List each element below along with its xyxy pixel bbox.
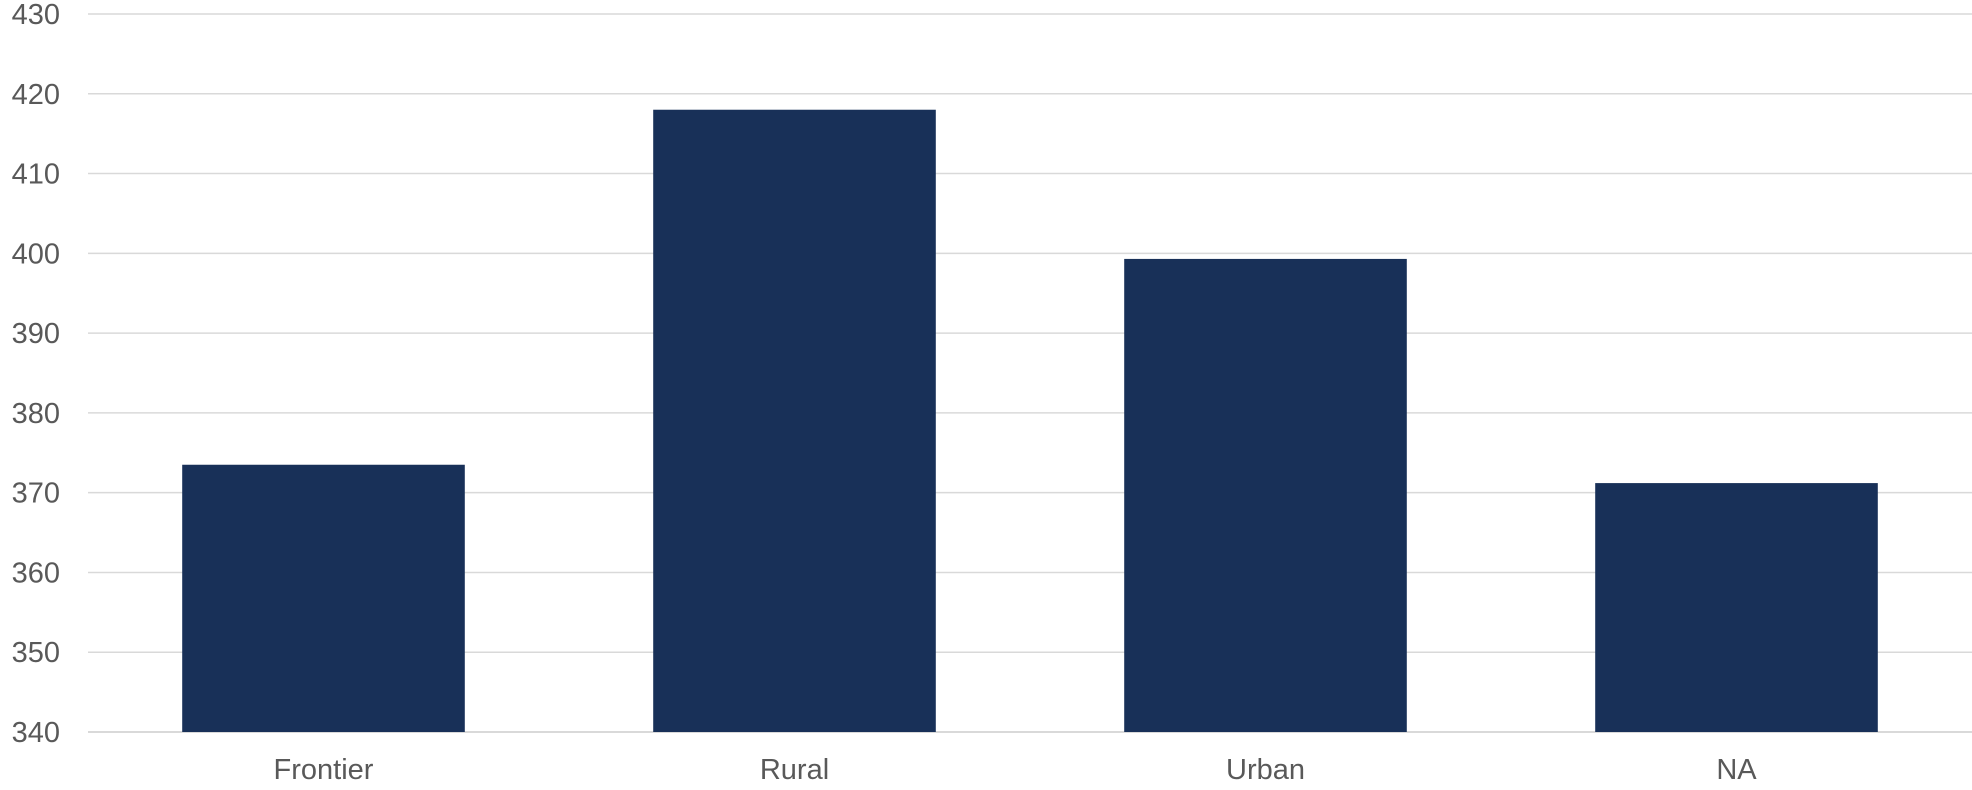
y-tick-label: 410 — [12, 159, 60, 191]
y-tick-label: 430 — [12, 0, 60, 31]
bar-rural — [653, 109, 936, 732]
bar-na — [1595, 483, 1878, 732]
y-axis-ticks: 340 350 360 370 380 390 400 410 420 430 — [12, 0, 60, 749]
x-axis-ticks: Frontier Rural Urban NA — [274, 754, 1758, 786]
y-tick-label: 390 — [12, 318, 60, 350]
y-tick-label: 360 — [12, 557, 60, 589]
y-tick-label: 340 — [12, 717, 60, 749]
x-tick-label: Frontier — [274, 754, 374, 785]
y-tick-label: 420 — [12, 79, 60, 111]
y-tick-label: 400 — [12, 238, 60, 270]
bar-frontier — [182, 464, 465, 732]
x-tick-label: NA — [1716, 754, 1757, 785]
bar-urban — [1124, 258, 1407, 732]
y-tick-label: 350 — [12, 637, 60, 669]
y-tick-label: 380 — [12, 398, 60, 430]
y-tick-label: 370 — [12, 478, 60, 510]
bars — [182, 109, 1878, 732]
x-tick-label: Urban — [1226, 754, 1305, 785]
x-tick-label: Rural — [760, 754, 829, 785]
